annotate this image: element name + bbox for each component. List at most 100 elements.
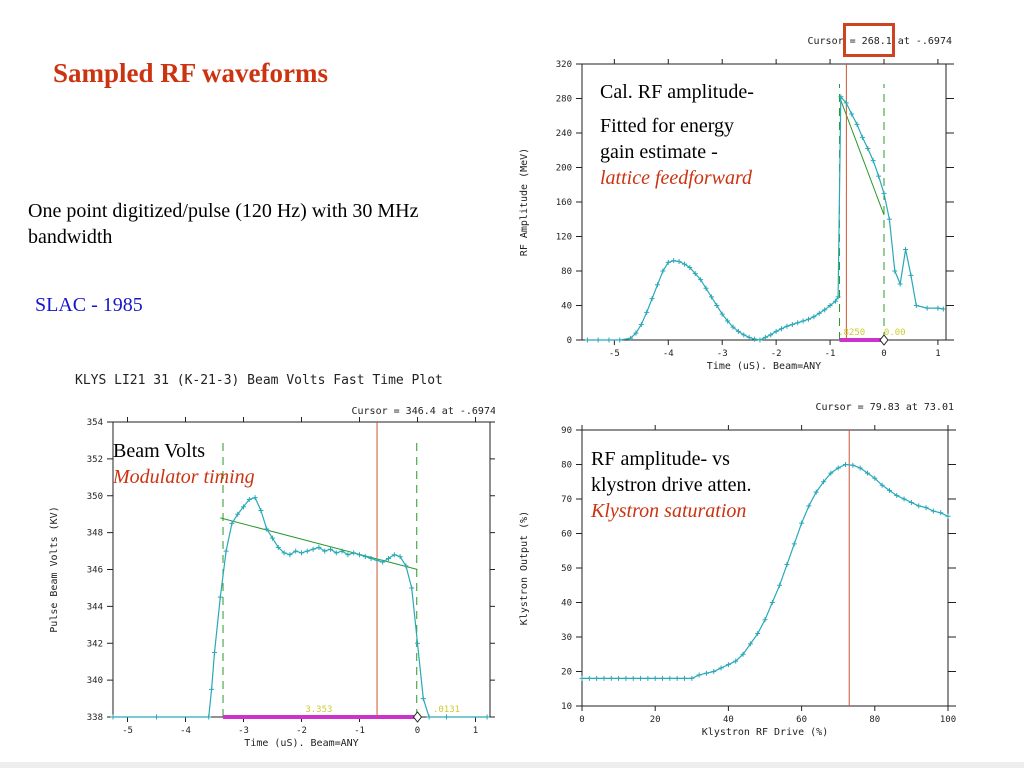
beam-volts-chart: KLYS LI21 31 (K-21-3) Beam Volts Fast Ti… bbox=[45, 368, 495, 760]
beam-data-point bbox=[270, 535, 275, 541]
klys-ytick-label: 80 bbox=[561, 461, 572, 471]
rf-annotation-line1: Cal. RF amplitude- bbox=[600, 81, 754, 103]
beam-data-point bbox=[235, 511, 241, 517]
rf-xtick-label: -5 bbox=[609, 349, 620, 359]
klys-annotation-line1: RF amplitude- vs bbox=[591, 448, 730, 470]
rf-data-point bbox=[897, 281, 903, 287]
klys-data-point bbox=[835, 465, 841, 471]
klys-data-point bbox=[630, 675, 636, 681]
rf-ytick-label: 320 bbox=[556, 60, 572, 70]
klys-data-point bbox=[872, 475, 878, 481]
rf-data-point bbox=[827, 303, 833, 308]
klys-data-point bbox=[616, 675, 622, 681]
beam-data-point bbox=[426, 714, 432, 720]
beam-data-point bbox=[386, 555, 391, 561]
rf-data-point bbox=[714, 303, 720, 308]
slide-description: One point digitized/pulse (120 Hz) with … bbox=[28, 200, 419, 248]
rf-data-point bbox=[752, 336, 758, 342]
rf-data-point bbox=[703, 285, 709, 291]
beam-data-point bbox=[293, 548, 299, 554]
rf-data-point bbox=[692, 271, 698, 277]
rf-series-line bbox=[587, 95, 944, 341]
beam-data-point bbox=[246, 496, 252, 502]
klys-data-point bbox=[843, 462, 849, 467]
beam-data-point bbox=[397, 554, 403, 560]
rf-data-point bbox=[779, 326, 785, 332]
rf-data-point bbox=[654, 282, 660, 288]
rf-data-point bbox=[628, 335, 634, 341]
klys-xtick-label: 0 bbox=[579, 715, 584, 725]
klys-data-point bbox=[850, 462, 856, 468]
rf-data-point bbox=[935, 305, 941, 311]
klys-data-point bbox=[894, 493, 900, 499]
rf-data-point bbox=[881, 190, 887, 196]
klys-cursor-readout: Cursor = 79.83 at 73.01 bbox=[816, 402, 954, 413]
klys-xtick-label: 100 bbox=[940, 715, 956, 725]
klys-data-point bbox=[784, 562, 790, 568]
rf-ylabel: RF Amplitude (MeV) bbox=[519, 148, 530, 256]
slide-title: Sampled RF waveforms bbox=[53, 58, 328, 88]
beam-data-point bbox=[339, 548, 345, 554]
beam-data-point bbox=[328, 546, 333, 552]
rf-ytick-label: 200 bbox=[556, 164, 572, 174]
rf-data-point bbox=[854, 121, 860, 127]
klys-ytick-label: 50 bbox=[561, 564, 572, 574]
rf-data-point bbox=[940, 306, 946, 312]
rf-data-point bbox=[838, 94, 844, 100]
rf-data-point bbox=[671, 258, 677, 264]
klys-data-point bbox=[674, 675, 680, 681]
rf-data-point bbox=[832, 298, 838, 304]
rf-xtick-label: -3 bbox=[717, 349, 728, 359]
rf-data-point bbox=[681, 261, 687, 267]
beam-ytick-label: 348 bbox=[87, 529, 103, 539]
beam-fit-line bbox=[220, 517, 418, 570]
beam-data-point bbox=[154, 714, 159, 720]
beam-data-point bbox=[275, 544, 281, 550]
klys-data-point bbox=[703, 670, 709, 676]
rf-data-point bbox=[924, 305, 930, 311]
klys-data-point bbox=[901, 496, 907, 502]
beam-ytick-label: 346 bbox=[87, 566, 103, 576]
klys-data-point bbox=[652, 675, 658, 681]
beam-data-point bbox=[241, 504, 246, 510]
rf-data-point bbox=[660, 268, 666, 274]
beam-header: KLYS LI21 31 (K-21-3) Beam Volts Fast Ti… bbox=[75, 373, 443, 388]
klys-data-point bbox=[718, 665, 724, 671]
beam-data-point bbox=[299, 550, 304, 556]
beam-data-point bbox=[391, 552, 397, 558]
rf-data-point bbox=[865, 146, 871, 152]
klys-data-point bbox=[740, 651, 746, 657]
rf-data-point bbox=[617, 337, 623, 343]
rf-ytick-label: 280 bbox=[556, 95, 572, 105]
slide-credit: SLAC - 1985 bbox=[35, 294, 143, 316]
klys-data-point bbox=[601, 675, 607, 681]
klys-xtick-label: 80 bbox=[869, 715, 880, 725]
rf-xtick-label: -1 bbox=[825, 349, 836, 359]
klys-data-point bbox=[908, 499, 914, 505]
beam-xtick-label: -1 bbox=[354, 726, 365, 736]
rf-data-point bbox=[687, 265, 693, 271]
rf-data-point bbox=[665, 259, 671, 265]
beam-data-point bbox=[322, 548, 328, 554]
klys-data-point bbox=[813, 489, 819, 495]
beam-data-point bbox=[110, 714, 116, 720]
klys-xtick-label: 60 bbox=[796, 715, 807, 725]
rf-svg: Cursor = 268.1 at -.6974 0 40 80 120 160 200 24… bbox=[519, 36, 954, 372]
beam-data-point bbox=[206, 714, 212, 720]
beam-data-point bbox=[212, 649, 217, 655]
klys-data-point bbox=[667, 675, 673, 681]
klys-ytick-label: 10 bbox=[561, 702, 572, 712]
rf-data-point bbox=[795, 320, 801, 326]
footer-strip bbox=[0, 762, 1024, 768]
rf-data-point bbox=[800, 318, 806, 324]
rf-data-point bbox=[816, 310, 822, 316]
klys-data-point bbox=[725, 662, 731, 668]
klys-data-point bbox=[916, 503, 922, 509]
rf-annotation-line3: gain estimate - bbox=[600, 141, 718, 163]
klys-ytick-label: 60 bbox=[561, 530, 572, 540]
rf-data-point bbox=[870, 158, 876, 164]
klys-data-point bbox=[886, 487, 892, 493]
rf-data-point bbox=[859, 134, 865, 140]
rf-xtick-label: -4 bbox=[663, 349, 674, 359]
beam-xlabel: Time (uS). Beam=ANY bbox=[244, 738, 358, 749]
